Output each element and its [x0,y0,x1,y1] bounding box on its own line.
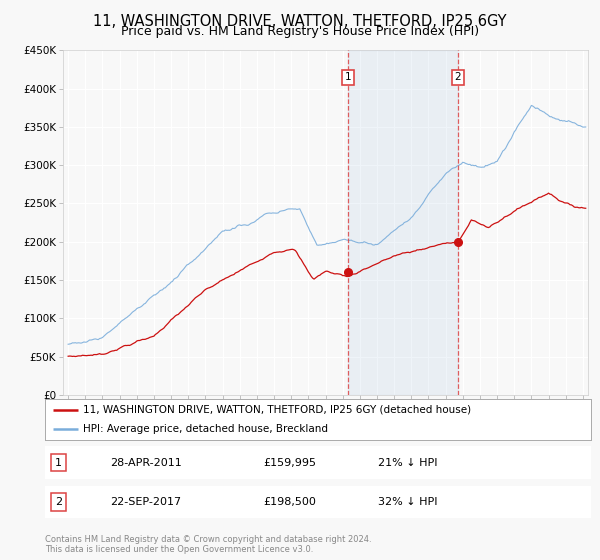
Text: 22-SEP-2017: 22-SEP-2017 [110,497,182,507]
Text: 32% ↓ HPI: 32% ↓ HPI [378,497,437,507]
Text: 1: 1 [345,72,352,82]
Text: HPI: Average price, detached house, Breckland: HPI: Average price, detached house, Brec… [83,423,328,433]
Text: 11, WASHINGTON DRIVE, WATTON, THETFORD, IP25 6GY (detached house): 11, WASHINGTON DRIVE, WATTON, THETFORD, … [83,405,472,415]
Text: 2: 2 [455,72,461,82]
Text: 21% ↓ HPI: 21% ↓ HPI [378,458,437,468]
Text: Price paid vs. HM Land Registry's House Price Index (HPI): Price paid vs. HM Land Registry's House … [121,25,479,38]
Text: £198,500: £198,500 [263,497,316,507]
Text: 2: 2 [55,497,62,507]
Text: 1: 1 [55,458,62,468]
Text: 11, WASHINGTON DRIVE, WATTON, THETFORD, IP25 6GY: 11, WASHINGTON DRIVE, WATTON, THETFORD, … [93,14,507,29]
Bar [349,50,458,395]
Text: Contains HM Land Registry data © Crown copyright and database right 2024.
This d: Contains HM Land Registry data © Crown c… [45,535,371,554]
Text: 28-APR-2011: 28-APR-2011 [110,458,182,468]
Text: £159,995: £159,995 [263,458,316,468]
